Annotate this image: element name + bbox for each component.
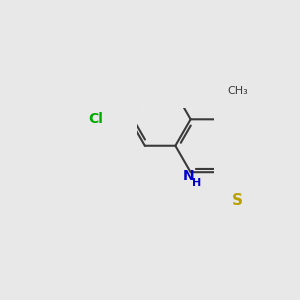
- Text: N: N: [182, 169, 194, 183]
- Text: CH₃: CH₃: [227, 86, 248, 96]
- Text: S: S: [232, 193, 243, 208]
- Text: H: H: [191, 178, 201, 188]
- Text: Cl: Cl: [88, 112, 103, 126]
